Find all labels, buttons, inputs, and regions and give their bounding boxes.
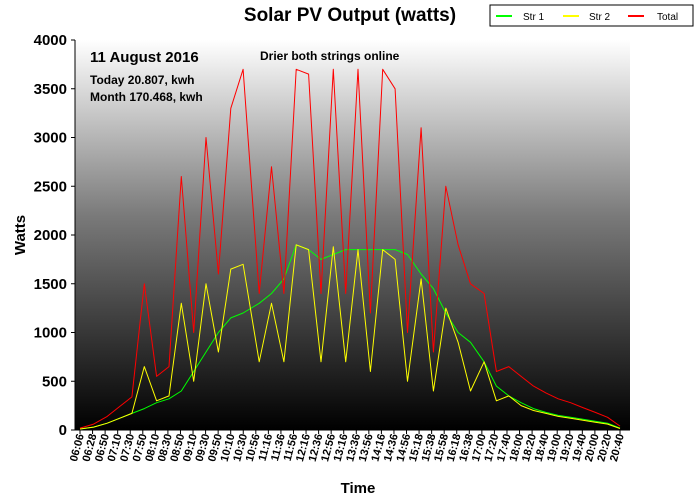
chart-title: Solar PV Output (watts) [244, 5, 456, 26]
legend-label-total: Total [657, 12, 678, 23]
y-tick-label: 2500 [34, 178, 67, 195]
series-layer [79, 68, 621, 430]
y-tick-label: 3500 [34, 81, 67, 98]
annotation-note: Drier both strings online [260, 49, 400, 63]
series-line-str-2 [79, 244, 621, 430]
series-line-str-1 [79, 244, 621, 430]
y-tick-label: 3000 [34, 130, 67, 147]
x-axis-ticks: 06:0606:2806:5007:1007:3007:5008:1008:30… [68, 430, 627, 463]
x-axis-label: Time [341, 480, 376, 497]
legend-label-str2: Str 2 [589, 12, 611, 23]
y-tick-label: 500 [42, 373, 67, 390]
legend: Str 1 Str 2 Total [489, 4, 694, 27]
y-axis-label: Watts [12, 215, 29, 255]
legend-item-str2: Str 2 [563, 12, 611, 23]
legend-item-str1: Str 1 [496, 12, 545, 23]
legend-item-total: Total [628, 12, 678, 23]
y-tick-label: 4000 [34, 32, 67, 49]
legend-box [489, 4, 694, 27]
annotation-today: Today 20.807, kwh [90, 73, 195, 87]
y-tick-label: 1500 [34, 276, 67, 293]
y-tick-label: 1000 [34, 325, 67, 342]
y-axis-ticks: 0 500 1000 1500 2000 2500 3000 3500 4000 [34, 32, 75, 439]
y-tick-label: 2000 [34, 227, 67, 244]
plot-area [75, 40, 630, 430]
annotation-date: 11 August 2016 [90, 49, 199, 66]
series-line-total [79, 68, 621, 429]
y-tick-label: 0 [59, 422, 67, 439]
annotation-month: Month 170.468, kwh [90, 90, 203, 104]
legend-label-str1: Str 1 [523, 12, 545, 23]
